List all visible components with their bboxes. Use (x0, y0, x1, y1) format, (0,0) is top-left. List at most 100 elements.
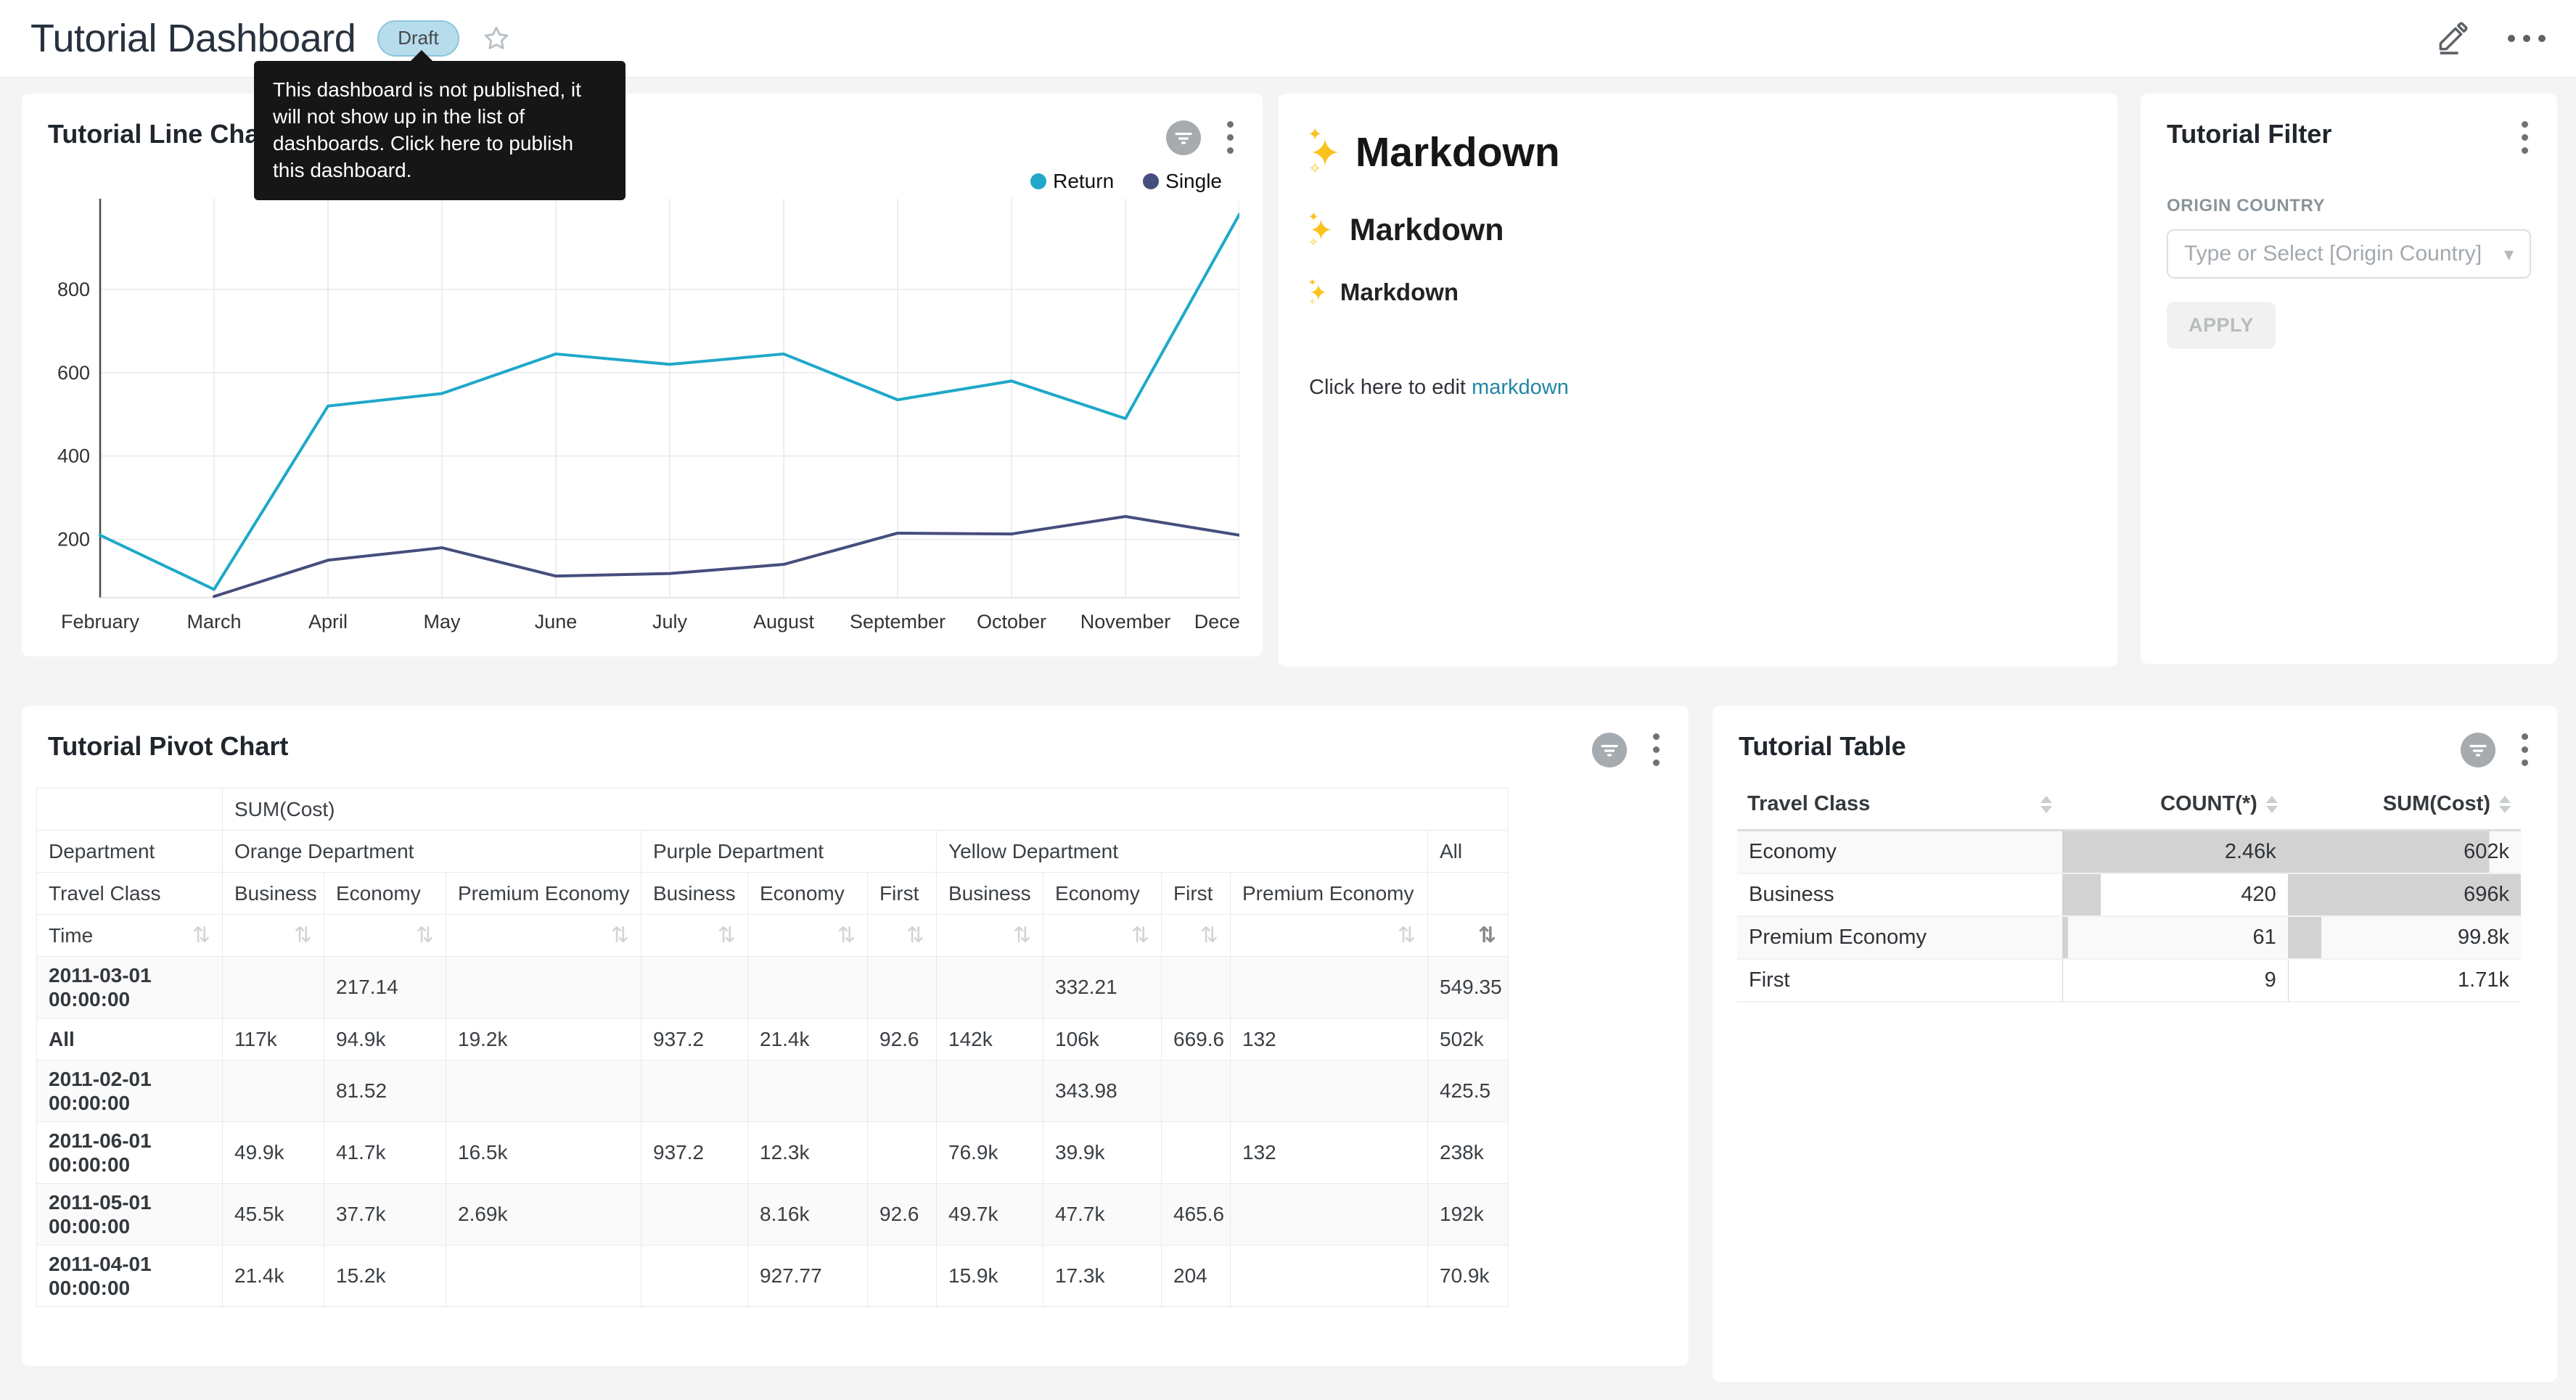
travel-class-cell: First (1737, 959, 2062, 1002)
sort-caret-icon[interactable] (2266, 796, 2278, 813)
filter-indicator-icon[interactable] (2461, 733, 2495, 767)
table-row: Economy2.46k602k (1737, 831, 2521, 874)
pivot-cell: 19.2k (446, 1018, 641, 1061)
pivot-cell: 2.69k (446, 1184, 641, 1245)
col-header-travel-class[interactable]: Travel Class (1737, 779, 2062, 831)
legend-item-single[interactable]: Single (1143, 170, 1222, 193)
sort-icon[interactable]: ⇅ (837, 923, 856, 948)
pivot-row: 2011-03-0100:00:00217.14332.21549.35 (37, 957, 1509, 1018)
pivot-chart-panel: Tutorial Pivot Chart SUM(Cost)Department… (22, 706, 1689, 1366)
sort-icon[interactable]: ⇅ (294, 923, 312, 948)
edit-dashboard-button[interactable] (2435, 20, 2470, 58)
pivot-cell: 16.5k (446, 1122, 641, 1184)
pivot-cell: 17.3k (1043, 1245, 1162, 1307)
pivot-cell: 132 (1231, 1018, 1428, 1061)
pivot-cell: 106k (1043, 1018, 1162, 1061)
pivot-cell: 76.9k (937, 1122, 1043, 1184)
pivot-cell (1231, 1061, 1428, 1122)
sum-cost-cell: 696k (2288, 873, 2521, 916)
travel-class-cell: Premium Economy (1737, 916, 2062, 959)
pivot-cell (748, 957, 868, 1018)
pivot-cell: 12.3k (748, 1122, 868, 1184)
pivot-row-header: All (37, 1018, 223, 1061)
sort-icon[interactable]: ⇅ (1200, 923, 1218, 948)
svg-text:September: September (850, 611, 946, 633)
sort-caret-icon[interactable] (2499, 796, 2511, 813)
svg-text:May: May (423, 611, 461, 633)
table-panel-title: Tutorial Table (1739, 730, 1906, 762)
svg-text:June: June (535, 611, 578, 633)
table-header-row: Travel ClassCOUNT(*)SUM(Cost) (1737, 779, 2521, 831)
col-header-sum-cost[interactable]: SUM(Cost) (2288, 779, 2521, 831)
line-chart-menu-icon[interactable] (1224, 118, 1236, 157)
pivot-cell: 117k (223, 1018, 324, 1061)
select-placeholder: Type or Select [Origin Country] (2184, 242, 2482, 266)
legend-item-return[interactable]: Return (1030, 170, 1114, 193)
pivot-cell (446, 1245, 641, 1307)
sort-icon[interactable]: ⇅ (1478, 923, 1496, 948)
pivot-chart-title: Tutorial Pivot Chart (48, 730, 288, 762)
pivot-class-header: Premium Economy (1231, 873, 1428, 915)
markdown-panel[interactable]: ✦✦✧Markdown ✦✦✧Markdown ✦✦✧Markdown Clic… (1279, 94, 2117, 667)
pivot-metric-header: SUM(Cost) (223, 788, 1509, 831)
svg-text:April: April (308, 611, 348, 633)
header-more-button[interactable] (2508, 35, 2546, 42)
sort-icon[interactable]: ⇅ (611, 923, 629, 948)
pivot-cell: 8.16k (748, 1184, 868, 1245)
count-cell: 2.46k (2062, 831, 2288, 874)
pivot-chart-menu-icon[interactable] (1650, 730, 1662, 769)
sort-caret-icon[interactable] (2040, 796, 2052, 813)
table-row: Premium Economy6199.8k (1737, 916, 2521, 959)
svg-text:November: November (1080, 611, 1171, 633)
filter-panel-title: Tutorial Filter (2167, 118, 2331, 150)
pivot-cell: 81.52 (324, 1061, 446, 1122)
pivot-cell: 927.77 (748, 1245, 868, 1307)
apply-button[interactable]: APPLY (2167, 302, 2276, 349)
svg-text:December: December (1194, 611, 1239, 633)
svg-text:200: 200 (57, 529, 90, 551)
svg-text:400: 400 (57, 445, 90, 467)
sort-icon[interactable]: ⇅ (1131, 923, 1149, 948)
page-title: Tutorial Dashboard (30, 16, 356, 61)
draft-tooltip-text: This dashboard is not published, it will… (273, 78, 581, 181)
pivot-cell: 21.4k (223, 1245, 324, 1307)
pivot-cell: 94.9k (324, 1018, 446, 1061)
pivot-cell: 217.14 (324, 957, 446, 1018)
sort-icon[interactable]: ⇅ (416, 923, 434, 948)
pivot-cell (641, 1245, 748, 1307)
pivot-department-header: Purple Department (641, 831, 937, 873)
pivot-cell: 92.6 (868, 1184, 937, 1245)
sort-icon[interactable]: ⇅ (1013, 923, 1031, 948)
pivot-class-header: Business (223, 873, 324, 915)
favorite-star-icon[interactable] (481, 23, 512, 54)
filter-indicator-icon[interactable] (1592, 733, 1627, 767)
pivot-cell: 549.35 (1428, 957, 1509, 1018)
pivot-cell (641, 1061, 748, 1122)
pivot-cell: 15.9k (937, 1245, 1043, 1307)
sort-icon[interactable]: ⇅ (192, 923, 210, 948)
svg-text:March: March (186, 611, 241, 633)
pivot-table: SUM(Cost)DepartmentOrange DepartmentPurp… (36, 788, 1509, 1307)
sort-icon[interactable]: ⇅ (1398, 923, 1416, 948)
filter-indicator-icon[interactable] (1166, 120, 1201, 155)
col-header-count[interactable]: COUNT(*) (2062, 779, 2288, 831)
svg-text:October: October (977, 611, 1046, 633)
pivot-cell (641, 957, 748, 1018)
pivot-class-header: Economy (324, 873, 446, 915)
line-chart[interactable]: 200400600800FebruaryMarchAprilMayJuneJul… (45, 199, 1239, 656)
sort-icon[interactable]: ⇅ (906, 923, 924, 948)
data-table: Travel ClassCOUNT(*)SUM(Cost)Economy2.46… (1737, 779, 2521, 1002)
travel-class-cell: Business (1737, 873, 2062, 916)
filter-panel-menu-icon[interactable] (2519, 118, 2531, 157)
pivot-department-header: Yellow Department (937, 831, 1428, 873)
origin-country-select[interactable]: Type or Select [Origin Country] ▾ (2167, 229, 2531, 279)
pivot-class-row: Travel ClassBusinessEconomyPremium Econo… (37, 873, 1509, 915)
pivot-cell: 92.6 (868, 1018, 937, 1061)
table-panel-menu-icon[interactable] (2519, 730, 2531, 769)
pivot-cell (1162, 1061, 1231, 1122)
sort-icon[interactable]: ⇅ (718, 923, 736, 948)
edit-markdown-link[interactable]: markdown (1472, 376, 1569, 399)
pivot-cell: 41.7k (324, 1122, 446, 1184)
pivot-cell (1231, 1245, 1428, 1307)
pivot-class-header: Business (937, 873, 1043, 915)
